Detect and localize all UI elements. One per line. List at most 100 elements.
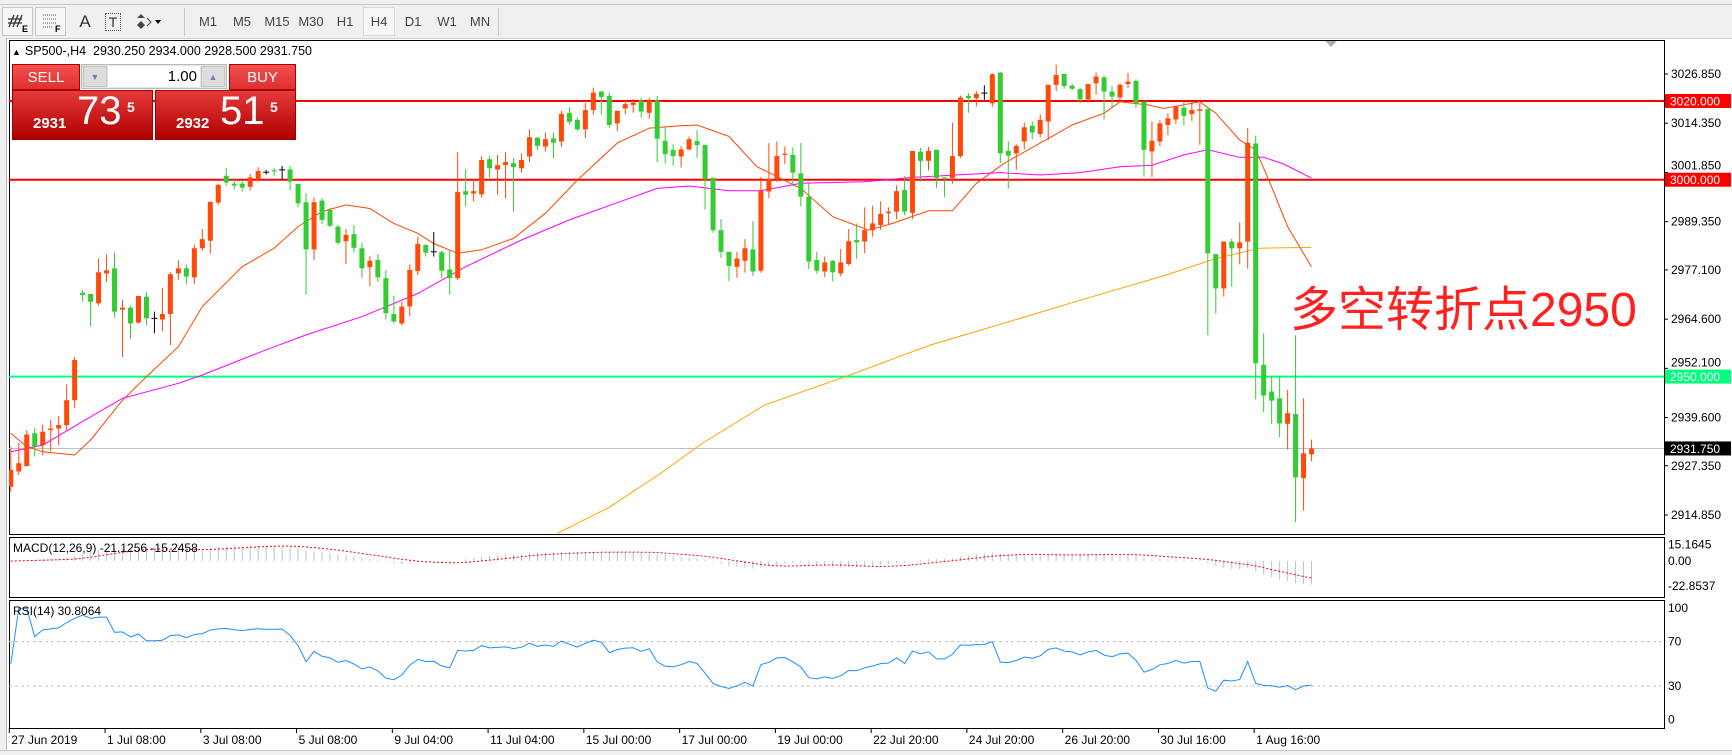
candle — [207, 201, 213, 254]
rsi-tick-label: 30 — [1668, 679, 1682, 693]
candle-body — [527, 137, 532, 157]
candle-body — [1229, 241, 1235, 249]
buy-price-button[interactable]: 2932 51 5 — [155, 89, 296, 140]
volume-decrease-icon[interactable]: ▼ — [83, 66, 107, 87]
timeframe-m1[interactable]: M1 — [198, 14, 218, 29]
candle-body — [630, 102, 636, 105]
candle-body — [16, 463, 22, 472]
candle-body — [622, 104, 628, 109]
candle — [814, 251, 820, 274]
candle-body — [32, 433, 38, 447]
candle — [614, 110, 620, 132]
candle — [550, 132, 556, 159]
candle-body — [40, 431, 46, 446]
timeframe-m15[interactable]: M15 — [264, 14, 290, 29]
candle — [566, 106, 572, 125]
time-tick-label: 22 Jul 20:00 — [873, 733, 939, 747]
candle-body — [854, 239, 860, 243]
candle — [574, 117, 580, 132]
text-icon[interactable]: A — [79, 11, 91, 31]
candle-body — [694, 141, 700, 146]
toolbar-separator — [184, 8, 185, 36]
price-tick-label: 2977.100 — [1671, 263, 1721, 277]
volume-increase-icon[interactable]: ▲ — [201, 66, 225, 87]
candle — [120, 299, 126, 357]
candle-body — [56, 425, 62, 429]
candle — [359, 242, 365, 278]
level-price-label: 2950.000 — [1670, 370, 1720, 384]
candle — [702, 145, 708, 210]
candle — [503, 152, 509, 199]
toolbar-separator — [498, 8, 499, 36]
candle — [167, 272, 173, 346]
candle — [223, 167, 229, 186]
timeframe-h1[interactable]: H1 — [336, 14, 354, 29]
price-tick-label: 3001.850 — [1671, 159, 1721, 173]
candle — [327, 207, 333, 227]
candle-body — [423, 245, 429, 253]
sell-button[interactable]: SELL — [12, 64, 80, 90]
candle — [1285, 389, 1291, 450]
candle — [471, 179, 477, 202]
candle — [1165, 113, 1171, 136]
candle — [159, 288, 165, 332]
candle-body — [367, 260, 373, 268]
candle-body — [1285, 413, 1291, 424]
candle — [1253, 135, 1259, 400]
sell-price-button[interactable]: 2931 73 5 — [12, 89, 153, 140]
collapse-triangle-icon[interactable]: ▲ — [12, 47, 21, 57]
candle-body — [1029, 125, 1035, 133]
candle — [1245, 128, 1251, 269]
candle — [1005, 141, 1011, 189]
candle-body — [1269, 391, 1275, 401]
volume-input[interactable]: 1.00 — [108, 66, 200, 87]
level-price-box — [1665, 172, 1731, 187]
candle-body — [1013, 145, 1019, 154]
candle-body — [1093, 76, 1099, 84]
svg-text:E: E — [22, 24, 28, 33]
candle-body — [997, 72, 1003, 154]
candle — [997, 71, 1003, 164]
timeframe-mn[interactable]: MN — [469, 14, 491, 29]
timeframe-m5[interactable]: M5 — [232, 14, 252, 29]
candle-body — [231, 183, 237, 186]
candle — [1013, 144, 1019, 170]
candle — [638, 97, 644, 118]
candle — [367, 256, 373, 287]
candle — [1077, 87, 1083, 104]
timeframe-w1[interactable]: W1 — [437, 14, 457, 29]
timeframe-h4[interactable]: H4 — [363, 7, 395, 36]
volume-stepper[interactable]: ▼ 1.00 ▲ — [81, 64, 227, 89]
candle-body — [941, 177, 947, 179]
candle-body — [191, 248, 197, 278]
candle — [335, 225, 341, 245]
candle-body — [447, 269, 453, 279]
candle-body — [878, 213, 884, 226]
expert-chart-icon[interactable]: E — [2, 7, 33, 36]
candle — [630, 99, 636, 113]
candle-body — [96, 272, 102, 304]
candle-body — [159, 313, 165, 320]
candle — [295, 183, 301, 208]
buy-button[interactable]: BUY — [229, 64, 296, 90]
fibonacci-icon[interactable]: F — [35, 7, 66, 36]
candle-body — [167, 274, 173, 314]
candle-body — [463, 191, 469, 195]
candle-body — [1117, 84, 1123, 98]
arrows-icon[interactable] — [132, 7, 164, 36]
chart-shift-marker-icon[interactable] — [1325, 41, 1337, 47]
current-price-box — [1665, 441, 1731, 456]
text-label-icon[interactable]: T — [100, 7, 126, 36]
macd-label: MACD(12,26,9) -21.1256 -15.2458 — [13, 541, 198, 555]
candle — [383, 270, 389, 320]
candle-body — [503, 162, 509, 166]
candle-body — [72, 360, 78, 401]
candle-body — [973, 93, 979, 99]
candle — [415, 236, 421, 276]
candle-body — [710, 177, 716, 231]
timeframe-d1[interactable]: D1 — [404, 14, 422, 29]
candle-body — [1173, 106, 1179, 120]
time-tick-label: 15 Jul 00:00 — [586, 733, 652, 747]
candle — [511, 158, 517, 212]
timeframe-m30[interactable]: M30 — [298, 14, 324, 29]
